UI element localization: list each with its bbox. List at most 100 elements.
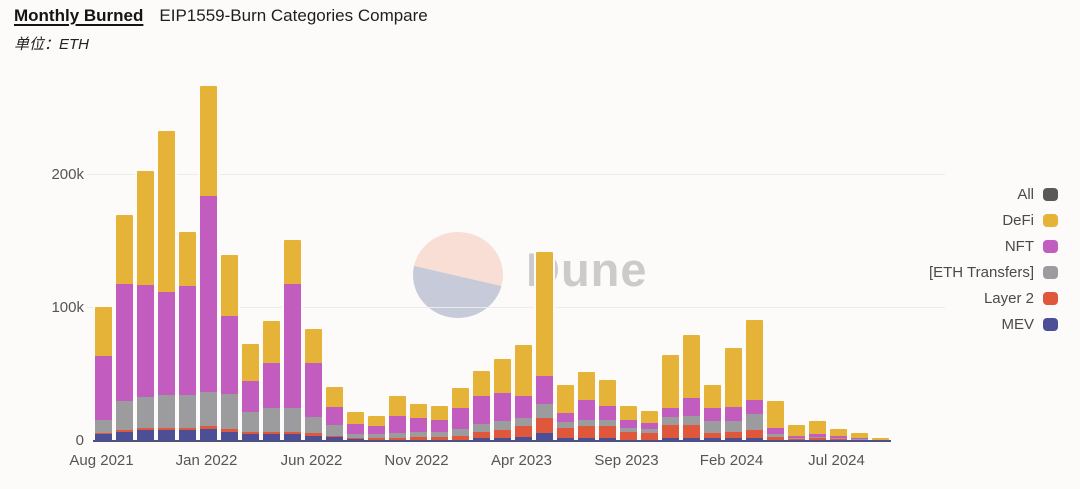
bar-segment-ethtransfers[interactable] xyxy=(431,431,448,438)
bar-segment-ethtransfers[interactable] xyxy=(221,394,238,430)
bar-segment-layer2[interactable] xyxy=(200,426,217,429)
bar-segment-nft[interactable] xyxy=(809,434,826,438)
bar-oct-2021[interactable] xyxy=(135,171,156,441)
bar-segment-mev[interactable] xyxy=(725,438,742,441)
bar-segment-defi[interactable] xyxy=(683,334,700,399)
bar-segment-mev[interactable] xyxy=(95,434,112,441)
legend-item-layer2[interactable]: Layer 2 xyxy=(929,285,1058,311)
bar-segment-ethtransfers[interactable] xyxy=(515,418,532,427)
bar-dec-2023[interactable] xyxy=(681,334,702,441)
bar-segment-defi[interactable] xyxy=(305,329,322,363)
bar-segment-ethtransfers[interactable] xyxy=(263,407,280,432)
bar-mar-2022[interactable] xyxy=(240,344,261,441)
bar-may-2023[interactable] xyxy=(534,252,555,441)
bar-feb-2023[interactable] xyxy=(471,370,492,441)
bar-segment-layer2[interactable] xyxy=(431,437,448,440)
bar-segment-mev[interactable] xyxy=(494,438,511,441)
bar-segment-layer2[interactable] xyxy=(620,431,637,440)
bar-aug-2021[interactable] xyxy=(93,306,114,441)
bar-segment-mev[interactable] xyxy=(284,434,301,441)
bar-segment-defi[interactable] xyxy=(767,401,784,428)
bar-segment-defi[interactable] xyxy=(179,232,196,286)
bar-segment-ethtransfers[interactable] xyxy=(326,425,343,436)
bar-segment-nft[interactable] xyxy=(767,427,784,435)
bar-segment-defi[interactable] xyxy=(872,438,889,440)
bar-segment-defi[interactable] xyxy=(410,403,427,419)
bar-aug-2023[interactable] xyxy=(597,379,618,441)
bar-nov-2022[interactable] xyxy=(408,403,429,441)
bar-segment-layer2[interactable] xyxy=(557,427,574,439)
legend-item-defi[interactable]: DeFi xyxy=(929,207,1058,233)
bar-segment-defi[interactable] xyxy=(641,410,658,423)
bar-segment-mev[interactable] xyxy=(599,438,616,441)
legend-item-nft[interactable]: NFT xyxy=(929,233,1058,259)
bar-segment-mev[interactable] xyxy=(746,438,763,441)
bar-segment-ethtransfers[interactable] xyxy=(347,433,364,438)
bar-segment-ethtransfers[interactable] xyxy=(200,391,217,427)
bar-jul-2023[interactable] xyxy=(576,371,597,441)
bar-segment-ethtransfers[interactable] xyxy=(557,422,574,428)
bar-segment-nft[interactable] xyxy=(662,407,679,418)
bar-segment-layer2[interactable] xyxy=(788,439,805,441)
bar-segment-ethtransfers[interactable] xyxy=(788,437,805,440)
bar-segment-defi[interactable] xyxy=(263,321,280,363)
bar-dec-2021[interactable] xyxy=(177,232,198,441)
bar-segment-nft[interactable] xyxy=(431,419,448,432)
bar-segment-ethtransfers[interactable] xyxy=(116,401,133,431)
bar-segment-nft[interactable] xyxy=(452,407,469,430)
bar-segment-ethtransfers[interactable] xyxy=(242,411,259,432)
bar-segment-layer2[interactable] xyxy=(347,437,364,439)
bar-nov-2023[interactable] xyxy=(660,354,681,441)
bar-segment-defi[interactable] xyxy=(473,370,490,396)
bar-segment-layer2[interactable] xyxy=(410,437,427,440)
bar-segment-nft[interactable] xyxy=(704,407,721,422)
bar-segment-nft[interactable] xyxy=(305,362,322,418)
bar-segment-mev[interactable] xyxy=(242,434,259,441)
bar-segment-defi[interactable] xyxy=(158,131,175,293)
bar-segment-mev[interactable] xyxy=(536,433,553,441)
bar-segment-ethtransfers[interactable] xyxy=(578,419,595,427)
legend-item-ethtransfers[interactable]: [ETH Transfers] xyxy=(929,259,1058,285)
bar-jun-2023[interactable] xyxy=(555,385,576,441)
bar-segment-defi[interactable] xyxy=(242,344,259,382)
bar-segment-layer2[interactable] xyxy=(179,427,196,431)
bar-segment-layer2[interactable] xyxy=(683,425,700,439)
bar-segment-ethtransfers[interactable] xyxy=(662,417,679,426)
bar-segment-defi[interactable] xyxy=(704,385,721,408)
bar-segment-layer2[interactable] xyxy=(662,425,679,439)
bar-segment-nft[interactable] xyxy=(725,406,742,422)
bar-segment-nft[interactable] xyxy=(263,362,280,408)
bar-segment-layer2[interactable] xyxy=(830,439,847,441)
bar-segment-layer2[interactable] xyxy=(263,431,280,435)
bar-segment-layer2[interactable] xyxy=(746,430,763,439)
bar-segment-layer2[interactable] xyxy=(242,431,259,435)
bar-segment-layer2[interactable] xyxy=(137,427,154,431)
bar-may-2024[interactable] xyxy=(786,425,807,441)
bar-segment-ethtransfers[interactable] xyxy=(95,419,112,434)
bar-apr-2022[interactable] xyxy=(261,321,282,441)
bar-segment-mev[interactable] xyxy=(179,430,196,441)
bar-segment-defi[interactable] xyxy=(431,406,448,420)
bar-segment-ethtransfers[interactable] xyxy=(536,403,553,419)
bar-jun-2022[interactable] xyxy=(303,329,324,441)
bar-segment-layer2[interactable] xyxy=(452,435,469,440)
bar-feb-2022[interactable] xyxy=(219,254,240,441)
bar-segment-mev[interactable] xyxy=(263,434,280,441)
bar-segment-nft[interactable] xyxy=(641,422,658,430)
bar-segment-nft[interactable] xyxy=(137,285,154,398)
bar-segment-ethtransfers[interactable] xyxy=(620,427,637,432)
bar-segment-defi[interactable] xyxy=(284,240,301,285)
bar-segment-nft[interactable] xyxy=(473,395,490,424)
bar-segment-mev[interactable] xyxy=(515,437,532,441)
bar-segment-mev[interactable] xyxy=(137,430,154,441)
bar-segment-ethtransfers[interactable] xyxy=(179,394,196,428)
bar-segment-mev[interactable] xyxy=(305,435,322,441)
bar-may-2022[interactable] xyxy=(282,240,303,441)
bar-segment-nft[interactable] xyxy=(620,419,637,428)
bar-segment-nft[interactable] xyxy=(158,292,175,395)
bar-segment-nft[interactable] xyxy=(578,399,595,420)
bar-sep-2023[interactable] xyxy=(618,406,639,441)
bar-segment-nft[interactable] xyxy=(389,415,406,434)
bar-sep-2022[interactable] xyxy=(366,415,387,441)
bar-segment-layer2[interactable] xyxy=(515,426,532,437)
